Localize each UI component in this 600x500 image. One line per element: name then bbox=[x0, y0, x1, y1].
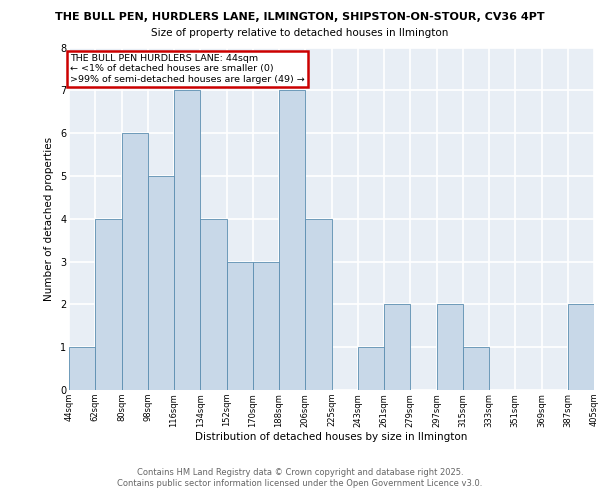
Bar bbox=[121, 133, 148, 390]
Bar bbox=[463, 347, 489, 390]
Bar bbox=[69, 347, 95, 390]
X-axis label: Distribution of detached houses by size in Ilmington: Distribution of detached houses by size … bbox=[196, 432, 467, 442]
Bar bbox=[358, 347, 384, 390]
Text: THE BULL PEN, HURDLERS LANE, ILMINGTON, SHIPSTON-ON-STOUR, CV36 4PT: THE BULL PEN, HURDLERS LANE, ILMINGTON, … bbox=[55, 12, 545, 22]
Bar bbox=[305, 219, 331, 390]
Bar bbox=[437, 304, 463, 390]
Bar bbox=[253, 262, 279, 390]
Text: Contains HM Land Registry data © Crown copyright and database right 2025.
Contai: Contains HM Land Registry data © Crown c… bbox=[118, 468, 482, 487]
Bar bbox=[95, 219, 121, 390]
Text: THE BULL PEN HURDLERS LANE: 44sqm
← <1% of detached houses are smaller (0)
>99% : THE BULL PEN HURDLERS LANE: 44sqm ← <1% … bbox=[70, 54, 305, 84]
Text: Size of property relative to detached houses in Ilmington: Size of property relative to detached ho… bbox=[151, 28, 449, 38]
Bar bbox=[227, 262, 253, 390]
Bar bbox=[384, 304, 410, 390]
Bar bbox=[148, 176, 174, 390]
Bar bbox=[568, 304, 594, 390]
Bar bbox=[200, 219, 227, 390]
Bar bbox=[279, 90, 305, 390]
Y-axis label: Number of detached properties: Number of detached properties bbox=[44, 136, 55, 301]
Bar bbox=[174, 90, 200, 390]
